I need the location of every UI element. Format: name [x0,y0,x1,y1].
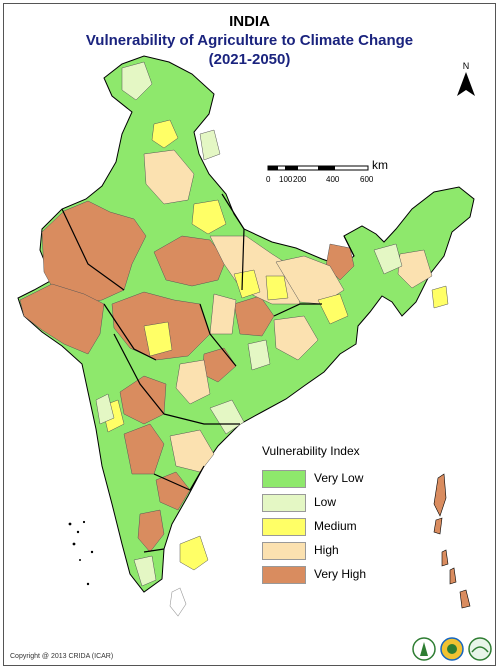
legend-swatch [262,518,306,536]
legend-item: Very High [262,566,402,590]
low-zones [95,61,403,587]
map-frame: INDIA Vulnerability of Agriculture to Cl… [3,3,496,666]
nicra-logo [468,637,492,661]
legend-item: Low [262,494,402,518]
north-arrow-icon: N [457,61,475,96]
legend-label: Very High [314,567,367,581]
legend-label: Medium [314,519,357,533]
legend-label: Very Low [314,471,364,485]
north-arrow: N [453,60,479,98]
legend-item: High [262,542,402,566]
legend-swatch [262,566,306,584]
legend-swatch [262,542,306,560]
sri-lanka-outline [169,587,187,617]
very-high-zones [19,200,355,553]
title-main: Vulnerability of Agriculture to Climate … [85,32,414,49]
scale-tick: 100 [279,175,293,184]
india-map [17,55,475,617]
copyright-text: Copyright @ 2013 CRIDA (ICAR) [10,653,114,660]
north-label: N [463,61,470,71]
andaman-nicobar-islands [433,473,471,609]
legend-label: Low [314,495,337,509]
crida-logo [412,637,436,661]
title-country: INDIA [229,13,270,30]
scale-tick: 200 [293,175,307,184]
legend-title: Vulnerability Index [262,444,360,458]
scale-tick: 0 [266,175,271,184]
scale-tick: 400 [326,175,340,184]
legend-swatch [262,470,306,488]
legend-swatch [262,494,306,512]
map-title: INDIA Vulnerability of Agriculture to Cl… [4,12,495,69]
icar-logo [440,637,464,661]
state-boundaries [61,193,355,553]
legend: Vulnerability Index Very Low Low Medium … [262,444,402,590]
legend-item: Very Low [262,470,402,494]
logo-strip [412,634,495,664]
lakshadweep-islands [68,520,94,586]
legend-label: High [314,543,339,557]
legend-item: Medium [262,518,402,542]
scale-unit: km [372,158,388,172]
scale-bar: km 0 100 200 400 600 [266,158,388,190]
scale-bar-graphic [267,165,369,171]
title-period: (2021-2050) [208,51,291,68]
scale-tick: 600 [360,175,374,184]
